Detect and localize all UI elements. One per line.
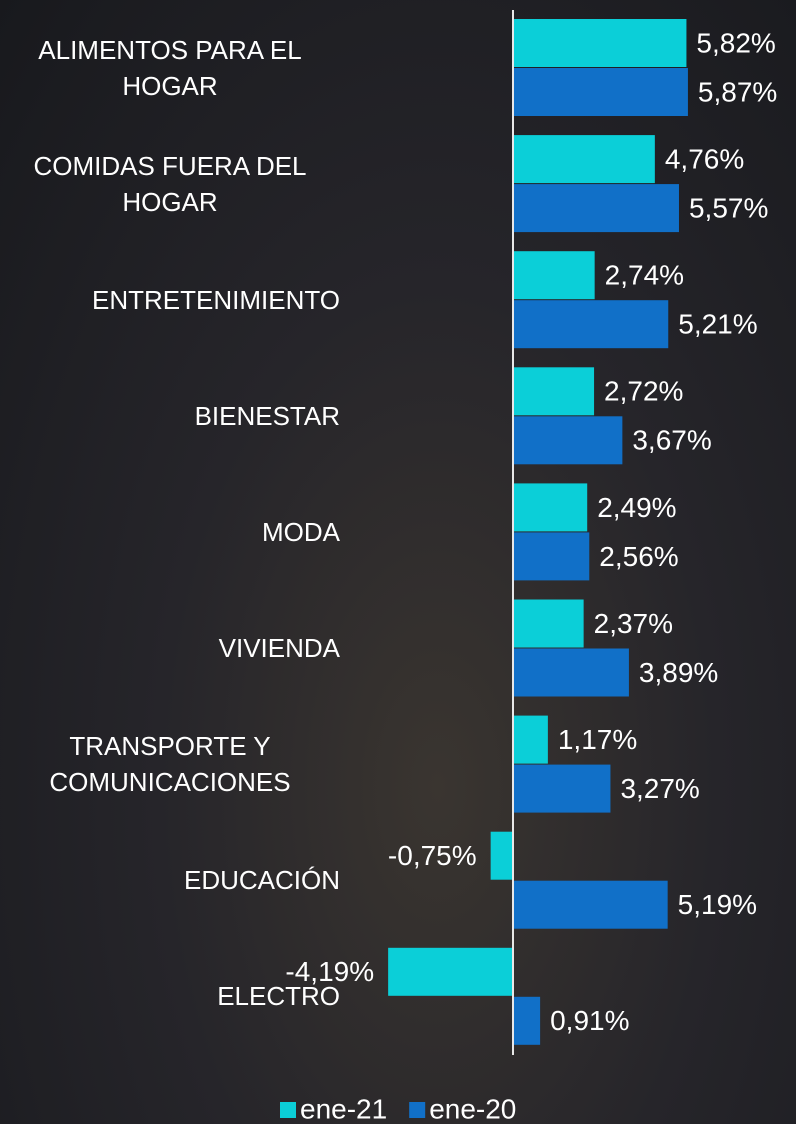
legend-label: ene-21: [300, 1093, 387, 1124]
bar: [513, 599, 584, 648]
value-label: 0,91%: [550, 1005, 629, 1036]
bar: [513, 68, 688, 116]
category-label-box: ELECTRO: [0, 946, 340, 1046]
value-label: 2,37%: [594, 608, 673, 639]
bar: [513, 184, 679, 233]
category-label: EDUCACIÓN: [183, 865, 340, 896]
value-label: 2,74%: [605, 260, 684, 291]
category-label-box: BIENESTAR: [0, 366, 340, 466]
value-label: 2,72%: [604, 376, 683, 407]
legend-swatch: [409, 1102, 426, 1118]
category-label-box: MODA: [0, 482, 340, 582]
value-label: 5,21%: [678, 309, 757, 340]
category-label-box: EDUCACIÓN: [0, 830, 340, 930]
value-label: 5,87%: [698, 76, 777, 107]
bar: [513, 880, 668, 929]
bar: [513, 416, 623, 465]
legend: ene-21 ene-20: [280, 1093, 516, 1124]
bar: [513, 532, 590, 581]
category-label-box: VIVIENDA: [0, 598, 340, 698]
value-label: 5,57%: [689, 192, 768, 223]
category-label-box: ALIMENTOS PARA EL HOGAR: [0, 18, 340, 118]
category-label: ELECTRO: [217, 981, 340, 1012]
category-label: TRANSPORTE Y COMUNICACIONES: [49, 731, 291, 798]
bar: [513, 300, 669, 349]
bar: [513, 648, 629, 697]
legend-label: ene-20: [429, 1093, 516, 1124]
bar: [513, 19, 687, 67]
category-label: VIVIENDA: [218, 633, 340, 663]
value-label: 3,27%: [620, 773, 699, 804]
category-label-box: TRANSPORTE Y COMUNICACIONES: [0, 714, 340, 814]
category-label: BIENESTAR: [194, 400, 340, 431]
category-label-box: ENTRETENIMIENTO: [0, 250, 340, 350]
bar: [513, 715, 548, 764]
bar: [490, 831, 513, 880]
value-label: 4,76%: [665, 143, 744, 174]
value-label: 2,49%: [597, 492, 676, 523]
category-label: MODA: [262, 516, 340, 547]
bar: [513, 135, 655, 184]
value-label: 2,56%: [599, 541, 678, 572]
value-label: -4,19%: [285, 956, 374, 987]
bar: [513, 764, 611, 813]
category-label-box: COMIDAS FUERA DEL HOGAR: [0, 134, 340, 234]
category-label: COMIDAS FUERA DEL HOGAR: [33, 150, 307, 217]
value-label: 3,67%: [632, 425, 711, 456]
value-label: 1,17%: [558, 724, 637, 755]
value-label: -0,75%: [388, 840, 477, 871]
category-label: ENTRETENIMIENTO: [92, 284, 340, 315]
value-label: 3,89%: [639, 657, 718, 688]
category-label: ALIMENTOS PARA EL HOGAR: [38, 34, 302, 101]
bar: [388, 947, 513, 996]
bar: [513, 483, 588, 532]
value-label: 5,82%: [696, 27, 775, 58]
bar: [513, 367, 595, 416]
bar: [513, 251, 595, 300]
legend-swatch: [280, 1102, 296, 1118]
value-label: 5,19%: [678, 889, 757, 920]
bar: [513, 996, 541, 1045]
